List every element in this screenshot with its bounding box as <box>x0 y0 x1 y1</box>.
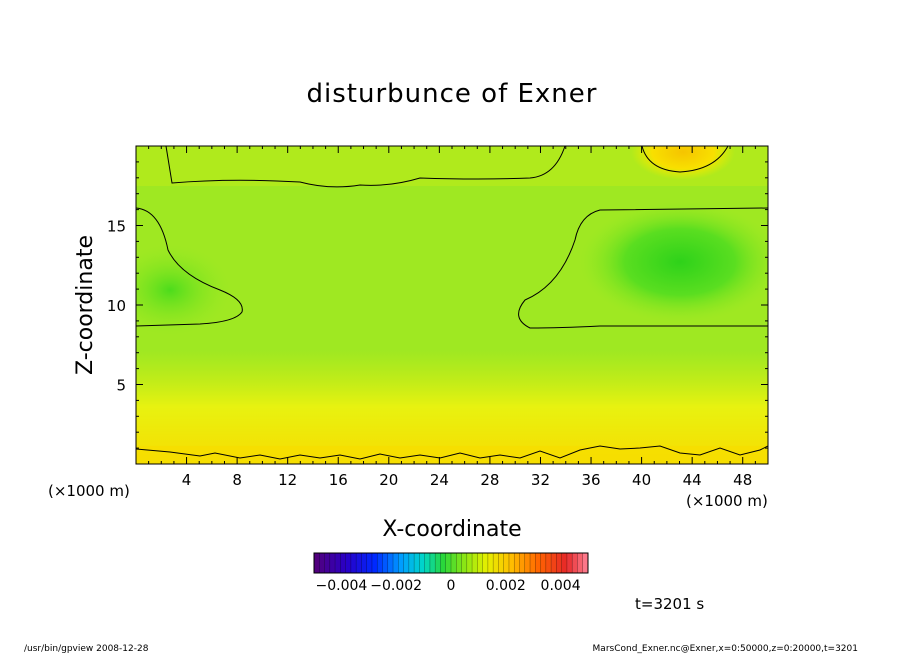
colorbar-cell <box>514 553 520 573</box>
colorbar-cell <box>335 553 341 573</box>
colorbar-cell <box>493 553 499 573</box>
colorbar-cell <box>382 553 389 573</box>
colorbar-cell <box>461 553 468 573</box>
colorbar-cell <box>472 553 478 573</box>
colorbar-cell <box>419 553 425 573</box>
x-axis-label: X-coordinate <box>382 517 521 542</box>
colorbar-cell <box>361 553 367 573</box>
colorbar-cell <box>329 553 336 573</box>
x-axis-ticks: 4 8 12 16 20 24 28 32 36 40 44 48 <box>148 146 756 489</box>
time-label: t=3201 s <box>635 595 704 613</box>
colorbar-tick-label: −0.004 <box>315 578 367 594</box>
x-tick-label: 16 <box>329 471 348 489</box>
x-tick-label: 36 <box>581 471 600 489</box>
colorbar-cell <box>424 553 431 573</box>
footer-right: MarsCond_Exner.nc@Exner,x=0:50000,z=0:20… <box>593 644 858 654</box>
colorbar-cell <box>503 553 510 573</box>
colorbar-cell <box>545 553 552 573</box>
colorbar-cell <box>477 553 483 573</box>
colorbar: −0.004 −0.002 0 0.002 0.004 <box>313 552 589 594</box>
colorbar-cell <box>577 553 584 573</box>
x-tick-label: 4 <box>182 471 192 489</box>
footer-left: /usr/bin/gpview 2008-12-28 <box>24 644 149 654</box>
y-tick-label: 5 <box>116 377 126 395</box>
x-tick-label: 12 <box>278 471 297 489</box>
colorbar-cell <box>582 553 589 573</box>
colorbar-ticks: −0.004 −0.002 0 0.002 0.004 <box>315 578 580 594</box>
colorbar-cell <box>519 553 526 573</box>
colorbar-tick-label: 0.002 <box>486 578 526 594</box>
colorbar-cell <box>466 553 473 573</box>
colorbar-cell <box>403 553 410 573</box>
colorbar-cell <box>314 553 320 573</box>
colorbar-cell <box>440 553 447 573</box>
x-tick-label: 44 <box>683 471 702 489</box>
colorbar-frame <box>313 552 589 574</box>
colorbar-cell <box>445 553 452 573</box>
x-tick-label: 40 <box>632 471 651 489</box>
colorbar-cell <box>324 553 331 573</box>
colorbar-cell <box>508 553 515 573</box>
heatmap-field <box>136 146 768 464</box>
contour-top-right-warm <box>641 146 729 173</box>
colorbar-cell <box>356 553 362 573</box>
x-tick-label: 8 <box>232 471 242 489</box>
chart-title: disturbunce of Exner <box>307 79 598 109</box>
x-unit-label-left: (×1000 m) <box>48 482 130 500</box>
colorbar-cell <box>398 553 404 573</box>
colorbar-cell <box>561 553 568 573</box>
colorbar-cell <box>319 553 325 573</box>
colorbar-cell <box>498 553 504 573</box>
colorbar-cell <box>429 553 436 573</box>
colorbar-cell <box>456 553 462 573</box>
colorbar-cell <box>345 553 352 573</box>
colorbar-cell <box>340 553 346 573</box>
colorbar-cell <box>540 553 547 573</box>
colorbar-cell <box>487 553 494 573</box>
contour-left-lobe <box>136 207 243 327</box>
colorbar-tick-label: −0.002 <box>370 578 422 594</box>
x-tick-label: 28 <box>480 471 499 489</box>
colorbar-cell <box>371 553 378 573</box>
x-tick-label: 24 <box>430 471 449 489</box>
colorbar-cell <box>535 553 541 573</box>
y-axis-label: Z-coordinate <box>73 235 98 375</box>
y-tick-label: 15 <box>107 218 126 236</box>
x-tick-label: 20 <box>379 471 398 489</box>
colorbar-cell <box>482 553 489 573</box>
colorbar-cell <box>524 553 531 573</box>
colorbar-cell <box>387 553 394 573</box>
colorbar-cell <box>408 553 415 573</box>
colorbar-cell <box>393 553 399 573</box>
y-tick-label: 10 <box>107 297 126 315</box>
colorbar-cell <box>414 553 420 573</box>
colorbar-cell <box>566 553 573 573</box>
colorbar-cell <box>530 553 536 573</box>
colorbar-cell <box>377 553 383 573</box>
colorbar-cell <box>556 553 562 573</box>
x-tick-label: 32 <box>531 471 550 489</box>
colorbar-cells <box>313 553 589 573</box>
colorbar-cell <box>451 553 457 573</box>
x-tick-label: 48 <box>733 471 752 489</box>
y-axis-ticks: 5 10 15 <box>107 161 768 449</box>
colorbar-tick-label: 0.004 <box>541 578 581 594</box>
colorbar-cell <box>366 553 373 573</box>
contour-bottom <box>136 445 768 460</box>
colorbar-tick-label: 0 <box>447 578 456 594</box>
colorbar-cell <box>572 553 578 573</box>
colorbar-cell <box>350 553 357 573</box>
contour-right-lobe <box>518 207 768 329</box>
x-unit-label-right: (×1000 m) <box>686 492 768 510</box>
colorbar-cell <box>551 553 557 573</box>
contour-top-band <box>165 146 566 188</box>
contour-lines <box>136 146 768 460</box>
colorbar-cell <box>435 553 441 573</box>
